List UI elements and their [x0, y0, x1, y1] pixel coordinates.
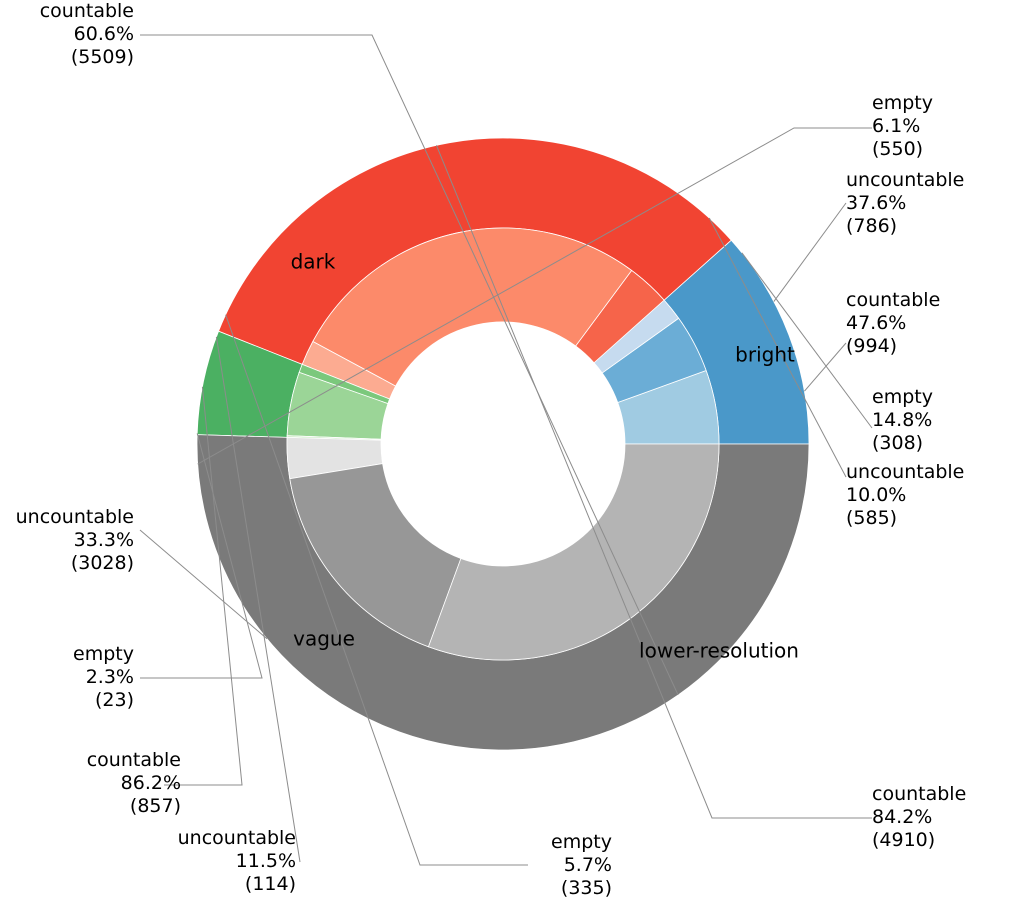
sub-label-count: (308) [872, 432, 923, 454]
sub-label-name: uncountable [846, 461, 964, 483]
callout-line-dark-countable [140, 34, 679, 696]
group-label-dark: dark [291, 250, 336, 274]
sub-label-count: (114) [245, 873, 296, 895]
group-labels: bright lower-resolution vague dark [291, 250, 799, 663]
sub-label-count: (5509) [71, 46, 134, 68]
callout-line-bright-empty [741, 252, 873, 429]
sub-label-count: (550) [872, 138, 923, 160]
inner-slice-lower-resolution-countable [312, 227, 633, 387]
sub-label-name: countable [846, 289, 940, 311]
sub-label-name: empty [551, 831, 612, 853]
sub-label-count: (4910) [872, 829, 935, 851]
sub-label-name: uncountable [16, 506, 134, 528]
inner-ring [286, 227, 720, 661]
sub-label-count: (23) [95, 689, 134, 711]
callout-line-lower-resolution-countable [435, 145, 872, 819]
outer-ring [196, 137, 810, 751]
sub-label-vague-uncountable: uncountable 11.5% (114) [178, 827, 296, 895]
sub-label-name: empty [73, 643, 134, 665]
sub-label-percent: 10.0% [846, 484, 906, 506]
group-label-vague: vague [293, 627, 355, 651]
sub-label-percent: 37.6% [846, 192, 906, 214]
sub-label-count: (3028) [71, 552, 134, 574]
callout-line-lower-resolution-uncountable [708, 217, 847, 478]
sub-label-dark-countable: countable 60.6% (5509) [40, 0, 134, 68]
sub-label-vague-empty: empty 2.3% (23) [73, 643, 134, 711]
group-label-bright: bright [735, 343, 795, 367]
sub-label-lower-resolution-uncountable: uncountable 10.0% (585) [846, 461, 964, 529]
sub-label-name: empty [872, 386, 933, 408]
sub-label-percent: 14.8% [872, 409, 932, 431]
sub-label-percent: 6.1% [872, 115, 920, 137]
callout-line-dark-uncountable [139, 529, 268, 640]
sub-label-count: (994) [846, 335, 897, 357]
sub-label-percent: 60.6% [74, 23, 134, 45]
sub-label-count: (585) [846, 507, 897, 529]
inner-slice-dark-countable [427, 443, 720, 661]
sub-label-percent: 84.2% [872, 806, 932, 828]
sub-label-dark-uncountable: uncountable 33.3% (3028) [16, 506, 134, 574]
sub-label-lower-resolution-countable: countable 84.2% (4910) [872, 783, 966, 851]
sub-label-count: (335) [561, 877, 612, 899]
sub-label-name: countable [87, 749, 181, 771]
sub-label-percent: 11.5% [236, 850, 296, 872]
sub-label-name: uncountable [846, 169, 964, 191]
group-label-lower-resolution: lower-resolution [639, 639, 799, 663]
sub-label-name: countable [40, 0, 134, 22]
callout-lines [139, 34, 873, 866]
callout-line-bright-uncountable [773, 202, 847, 302]
sub-label-bright-countable: countable 47.6% (994) [846, 289, 940, 357]
sub-label-percent: 5.7% [564, 854, 612, 876]
sub-label-percent: 2.3% [86, 666, 134, 688]
sub-label-name: empty [872, 92, 933, 114]
callout-line-lower-resolution-empty [225, 314, 528, 866]
sub-label-count: (786) [846, 215, 897, 237]
sub-label-percent: 33.3% [74, 529, 134, 551]
callout-line-vague-empty [140, 433, 263, 679]
sub-label-bright-uncountable: uncountable 37.6% (786) [846, 169, 964, 237]
sub-label-lower-resolution-empty: empty 5.7% (335) [551, 831, 612, 899]
sub-label-name: countable [872, 783, 966, 805]
sub-label-bright-empty: empty 14.8% (308) [872, 386, 933, 454]
subcategory-labels: countable 47.6% (994)uncountable 37.6% (786)… [16, 0, 967, 899]
sub-label-name: uncountable [178, 827, 296, 849]
sub-label-percent: 47.6% [846, 312, 906, 334]
callout-line-vague-countable [164, 386, 243, 786]
callout-line-dark-empty [197, 127, 872, 465]
sub-label-count: (857) [130, 795, 181, 817]
sub-label-percent: 86.2% [121, 772, 181, 794]
callout-line-vague-uncountable [215, 336, 301, 863]
sub-label-dark-empty: empty 6.1% (550) [872, 92, 933, 160]
sub-label-vague-countable: countable 86.2% (857) [87, 749, 181, 817]
callout-line-bright-countable [804, 342, 847, 392]
